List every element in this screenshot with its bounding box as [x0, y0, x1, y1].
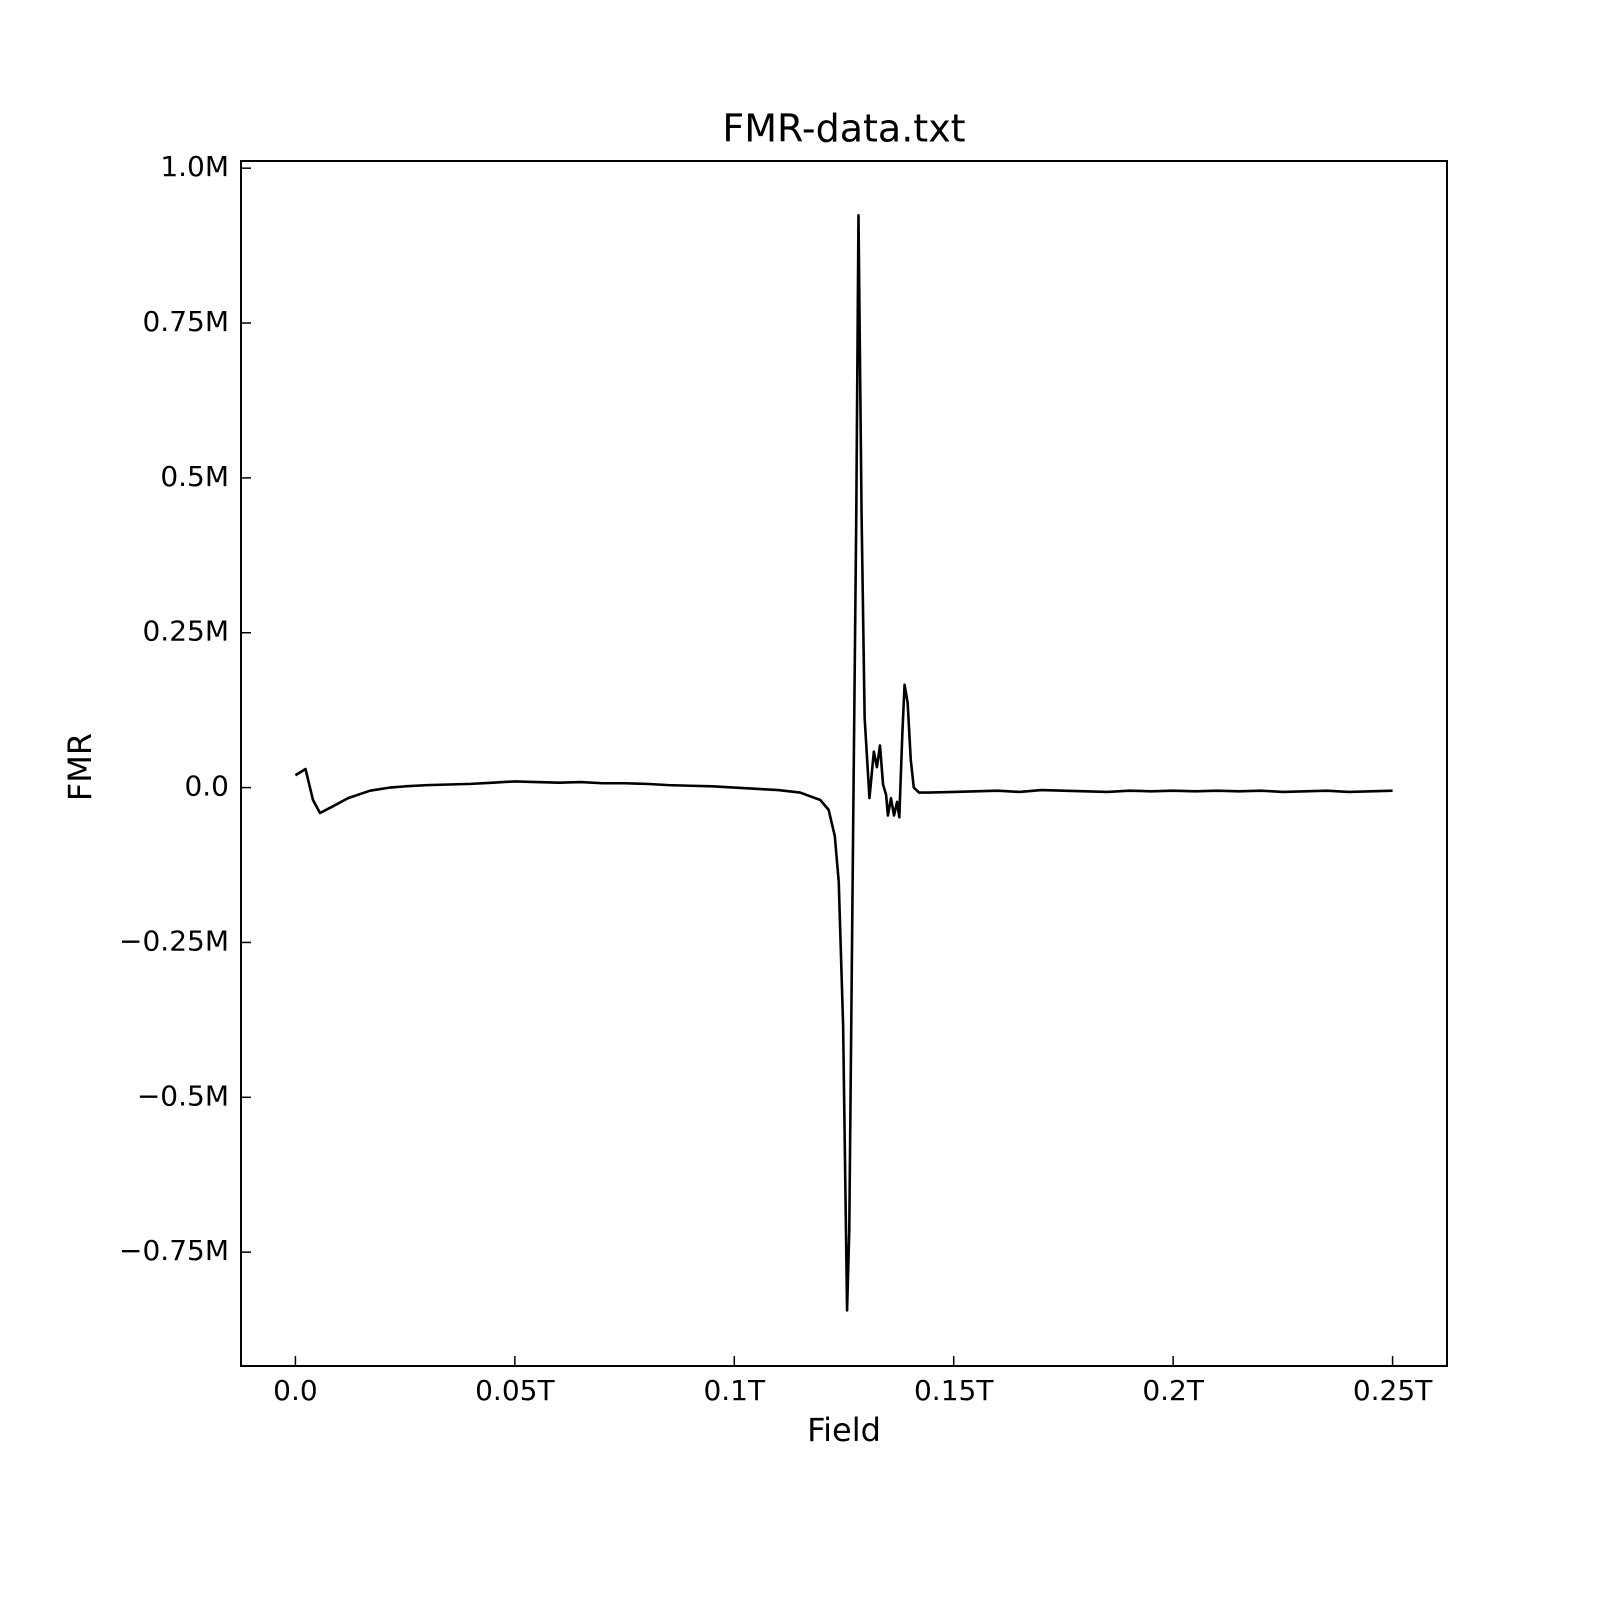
y-tick-label: 0.25M	[142, 615, 229, 648]
chart-title: FMR-data.txt	[722, 107, 965, 151]
y-tick-label: −0.5M	[137, 1079, 229, 1112]
x-tick-label: 0.15T	[914, 1374, 994, 1407]
x-axis-label: Field	[807, 1411, 881, 1449]
y-tick-label: 0.75M	[142, 305, 229, 338]
x-tick-label: 0.2T	[1142, 1374, 1205, 1407]
y-axis-label: FMR	[61, 733, 99, 801]
y-tick-label: 0.5M	[160, 460, 229, 493]
y-tick-label: 0.0	[184, 770, 229, 803]
y-tick-label: 1.0M	[160, 150, 229, 183]
data-line	[294, 213, 1393, 1312]
plot-frame	[240, 160, 1448, 1367]
x-tick-label: 0.25T	[1353, 1374, 1433, 1407]
y-tick-label: −0.75M	[119, 1234, 229, 1267]
x-tick-label: 0.05T	[475, 1374, 555, 1407]
x-tick-label: 0.0	[273, 1374, 318, 1407]
x-tick-label: 0.1T	[703, 1374, 766, 1407]
y-tick-label: −0.25M	[119, 924, 229, 957]
